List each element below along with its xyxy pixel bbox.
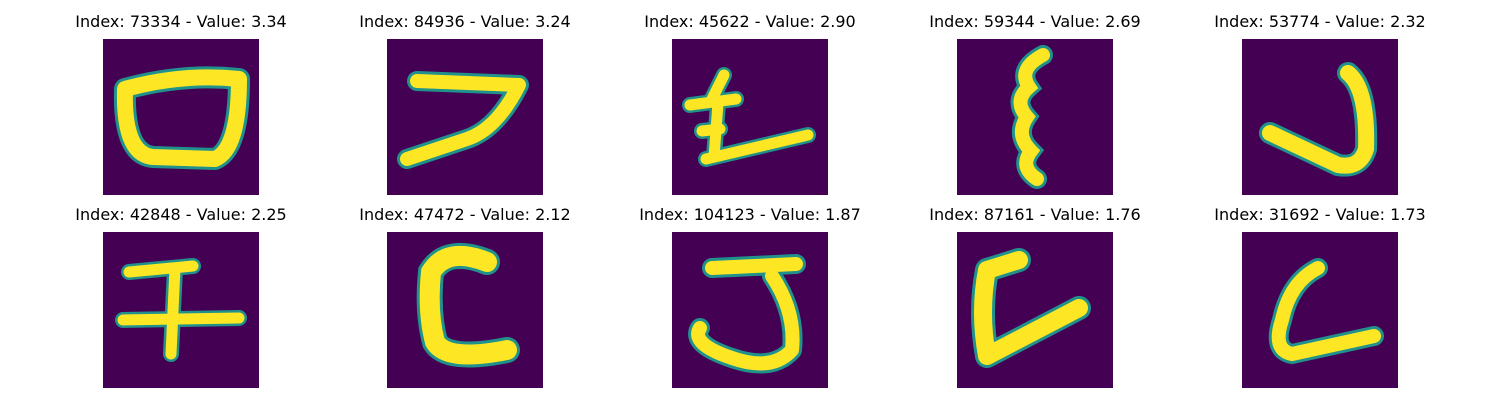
panel-title: Index: 47472 - Value: 2.12 [359, 205, 571, 224]
panel-2: Index: 84936 - Value: 3.24 [315, 12, 615, 202]
panel-5: Index: 53774 - Value: 2.32 [1170, 12, 1470, 202]
panel-4: Index: 59344 - Value: 2.69 [885, 12, 1185, 202]
panel-title: Index: 73334 - Value: 3.34 [75, 12, 287, 31]
panel-title: Index: 45622 - Value: 2.90 [644, 12, 856, 31]
panel-8: Index: 104123 - Value: 1.87 [600, 205, 900, 395]
glyph-l-wide-icon [957, 232, 1113, 388]
panel-title: Index: 87161 - Value: 1.76 [929, 205, 1141, 224]
glyph-c-icon [387, 232, 543, 388]
panel-title: Index: 53774 - Value: 2.32 [1214, 12, 1426, 31]
panel-6: Index: 42848 - Value: 2.25 [31, 205, 331, 395]
glyph-seven-icon [387, 39, 543, 195]
panel-title: Index: 42848 - Value: 2.25 [75, 205, 287, 224]
panel-title: Index: 84936 - Value: 3.24 [359, 12, 571, 31]
glyph-kanji-like-icon [672, 39, 828, 195]
panel-title: Index: 104123 - Value: 1.87 [639, 205, 861, 224]
glyph-j-icon [1242, 39, 1398, 195]
panel-1: Index: 73334 - Value: 3.34 [31, 12, 331, 202]
panel-7: Index: 47472 - Value: 2.12 [315, 205, 615, 395]
panel-title: Index: 59344 - Value: 2.69 [929, 12, 1141, 31]
glyph-vertical-squiggle-icon [957, 39, 1113, 195]
panel-10: Index: 31692 - Value: 1.73 [1170, 205, 1470, 395]
panel-9: Index: 87161 - Value: 1.76 [885, 205, 1185, 395]
panel-title: Index: 31692 - Value: 1.73 [1214, 205, 1426, 224]
panel-3: Index: 45622 - Value: 2.90 [600, 12, 900, 202]
glyph-zero-icon [103, 39, 259, 195]
glyph-j-hook-icon [672, 232, 828, 388]
glyph-l-icon [1242, 232, 1398, 388]
glyph-cross-icon [103, 232, 259, 388]
